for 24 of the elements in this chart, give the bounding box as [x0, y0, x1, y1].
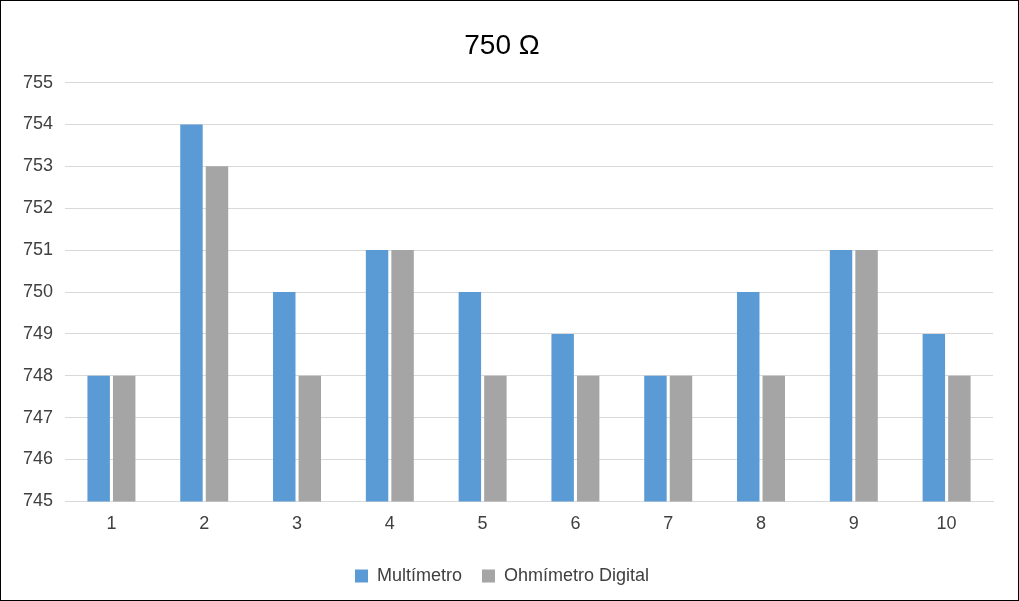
y-tick-label: 754	[22, 113, 54, 134]
legend-label: Ohmímetro Digital	[503, 564, 650, 585]
chart-title: 750 Ω	[464, 28, 540, 60]
x-tick-label: 7	[663, 513, 674, 534]
y-tick-label: 745	[22, 490, 54, 511]
y-tick-label: 752	[22, 197, 54, 218]
y-tick-label: 748	[22, 364, 54, 385]
x-tick-label: 8	[756, 513, 767, 534]
x-tick-label: 2	[199, 513, 210, 534]
x-tick-label: 5	[477, 513, 488, 534]
x-tick-label: 4	[384, 513, 395, 534]
y-tick-label: 746	[22, 448, 54, 469]
legend-label: Multímetro	[376, 564, 462, 585]
y-tick-label: 749	[22, 322, 54, 343]
y-tick-label: 747	[22, 406, 54, 427]
y-tick-label: 751	[22, 239, 54, 260]
x-tick-label: 9	[848, 513, 859, 534]
x-tick-label: 10	[936, 513, 957, 534]
y-tick-label: 753	[22, 155, 54, 176]
y-tick-label: 750	[22, 280, 54, 301]
x-tick-label: 1	[106, 513, 117, 534]
x-tick-label: 3	[292, 513, 303, 534]
y-tick-label: 755	[22, 71, 54, 92]
x-tick-label: 6	[570, 513, 581, 534]
